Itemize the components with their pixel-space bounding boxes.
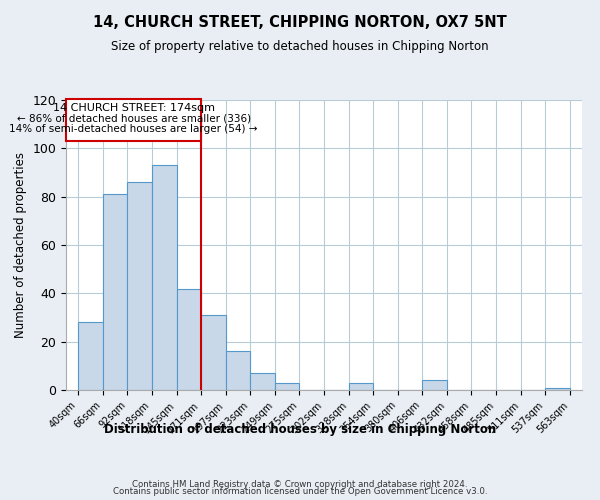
Bar: [349, 383, 373, 390]
Text: Size of property relative to detached houses in Chipping Norton: Size of property relative to detached ho…: [111, 40, 489, 53]
Bar: [545, 388, 570, 390]
Bar: [78, 322, 103, 390]
Text: ← 86% of detached houses are smaller (336): ← 86% of detached houses are smaller (33…: [17, 114, 251, 124]
Bar: [422, 380, 447, 390]
Bar: [176, 288, 201, 390]
Text: Contains public sector information licensed under the Open Government Licence v3: Contains public sector information licen…: [113, 488, 487, 496]
Bar: [152, 166, 176, 390]
Bar: [201, 315, 226, 390]
Text: 14 CHURCH STREET: 174sqm: 14 CHURCH STREET: 174sqm: [53, 103, 215, 113]
Bar: [127, 182, 152, 390]
Text: 14, CHURCH STREET, CHIPPING NORTON, OX7 5NT: 14, CHURCH STREET, CHIPPING NORTON, OX7 …: [93, 15, 507, 30]
Bar: [226, 352, 250, 390]
Y-axis label: Number of detached properties: Number of detached properties: [14, 152, 27, 338]
Text: Distribution of detached houses by size in Chipping Norton: Distribution of detached houses by size …: [104, 422, 496, 436]
Text: Contains HM Land Registry data © Crown copyright and database right 2024.: Contains HM Land Registry data © Crown c…: [132, 480, 468, 489]
Bar: [250, 373, 275, 390]
Bar: [275, 383, 299, 390]
Bar: [103, 194, 127, 390]
FancyBboxPatch shape: [66, 99, 201, 141]
Text: 14% of semi-detached houses are larger (54) →: 14% of semi-detached houses are larger (…: [10, 124, 258, 134]
